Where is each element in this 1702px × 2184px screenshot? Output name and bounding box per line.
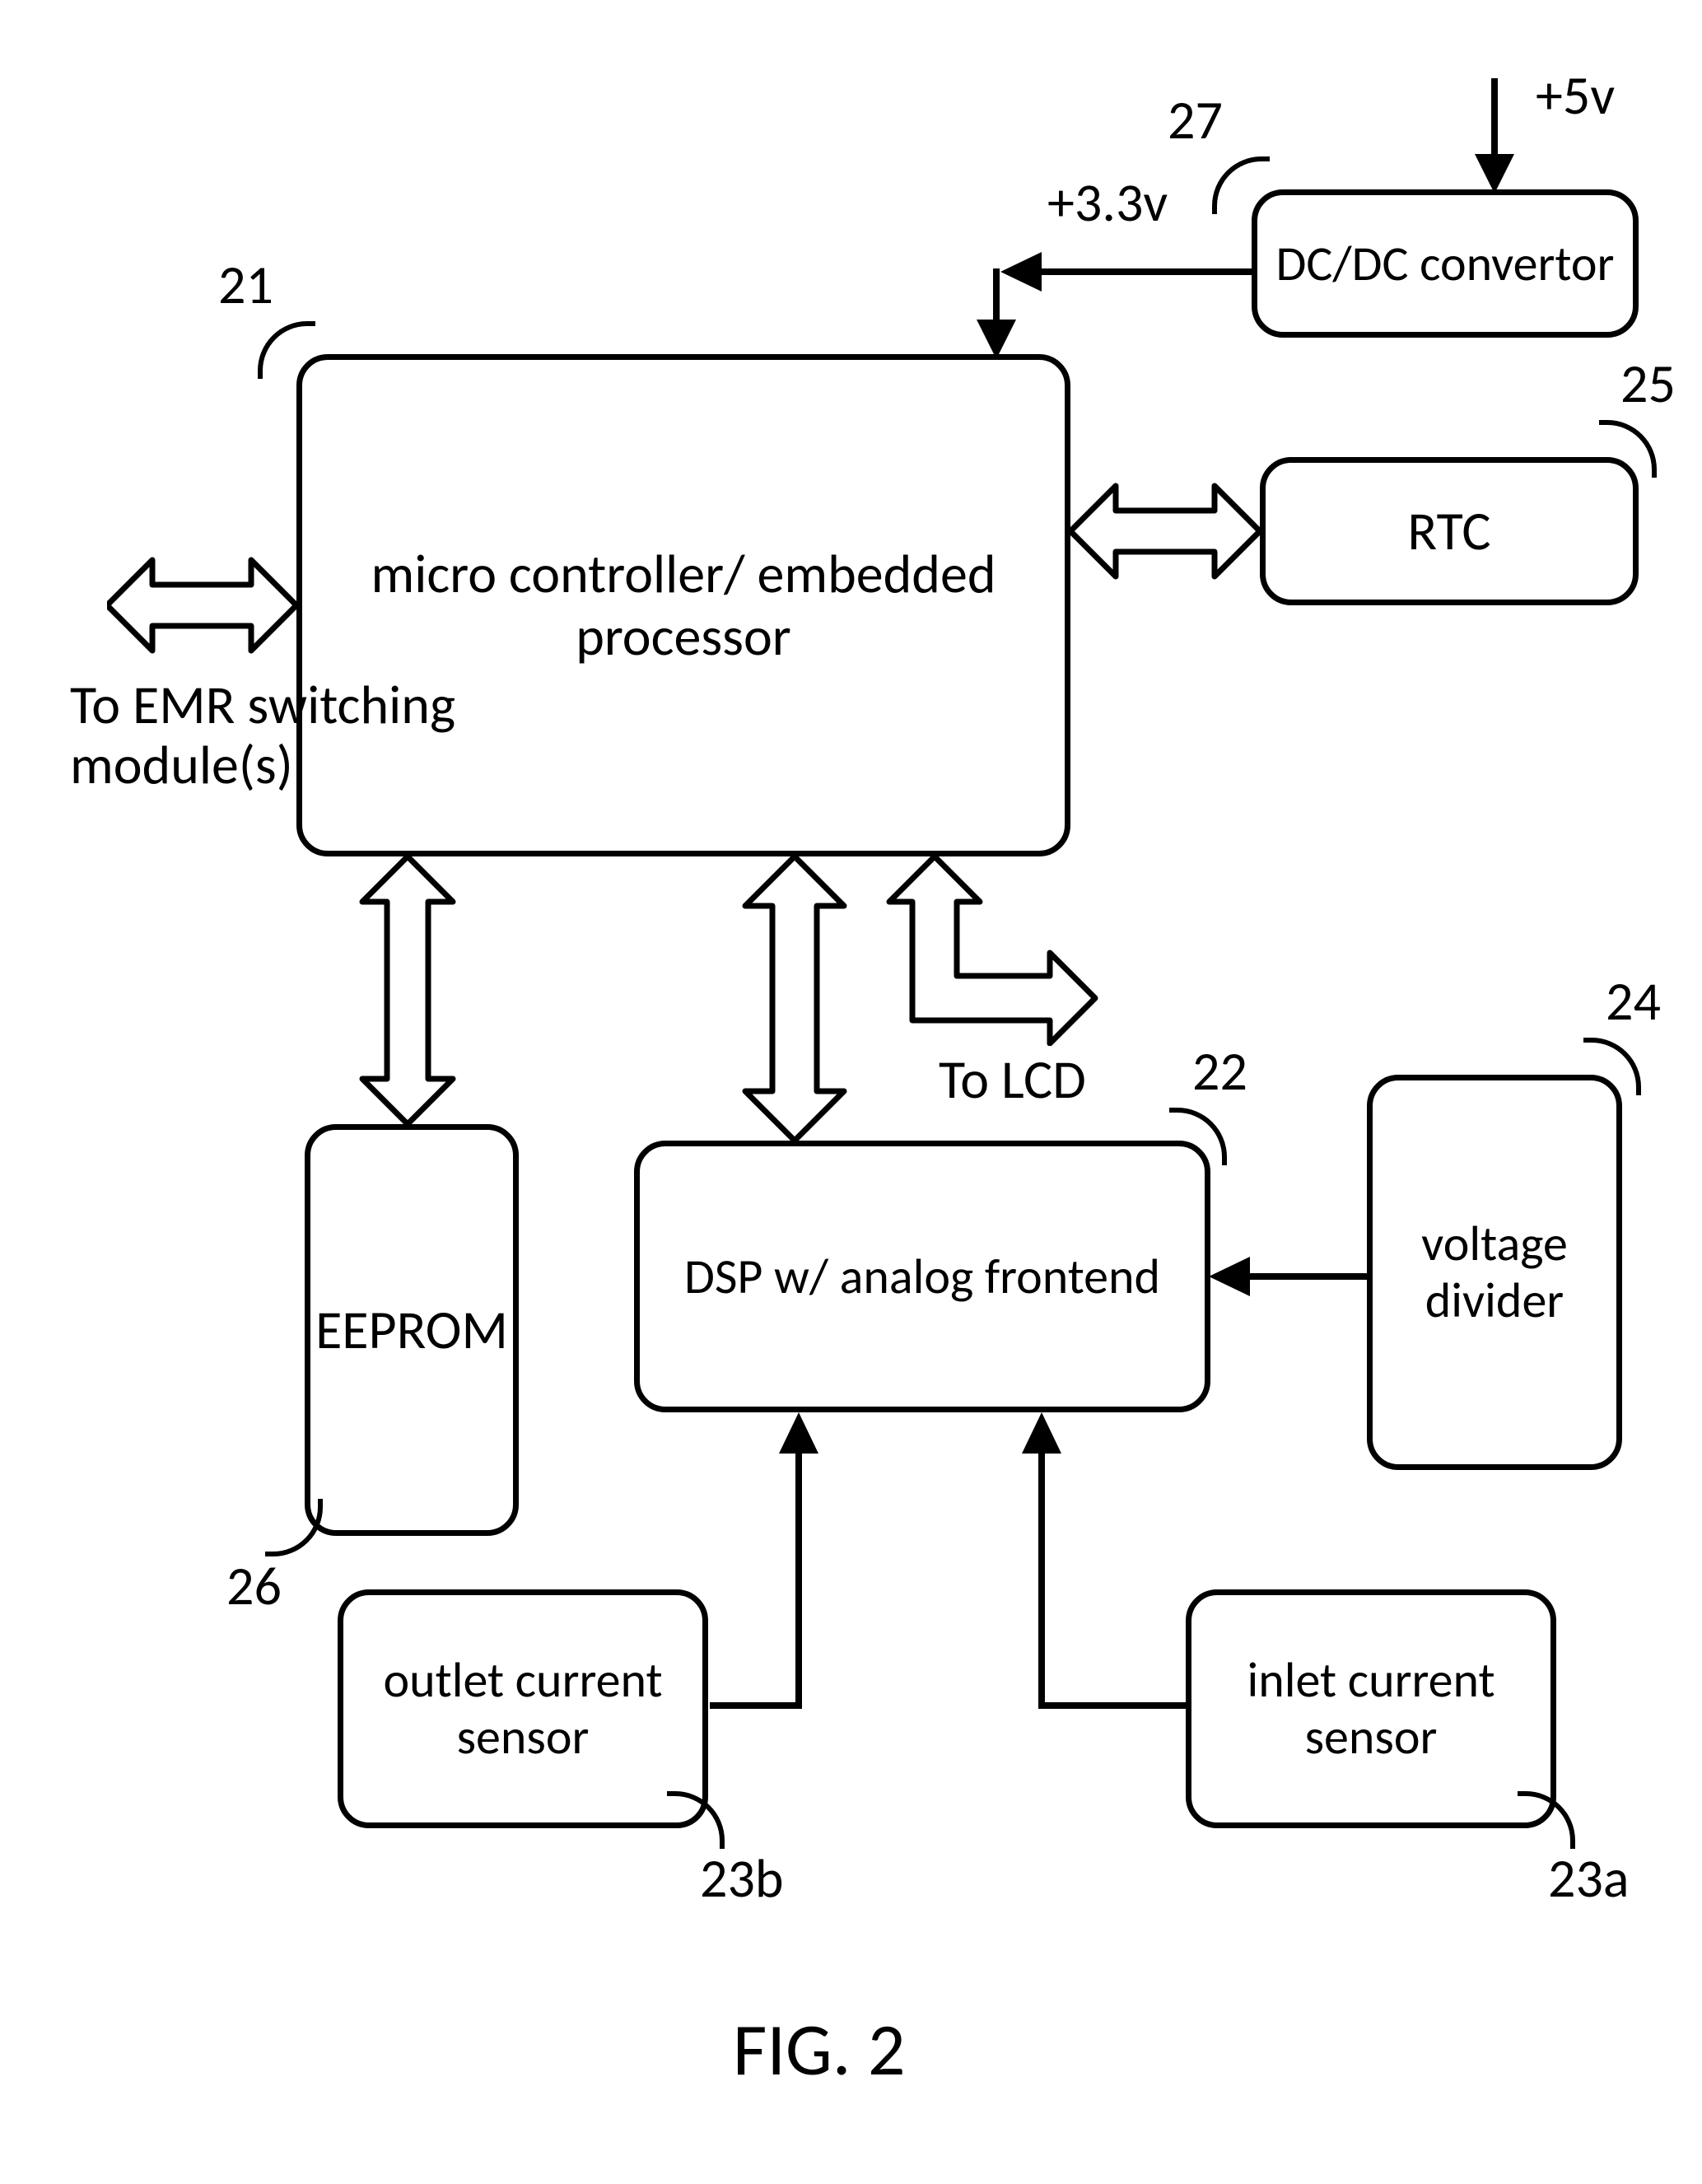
arrow-5v-in (1470, 78, 1519, 194)
arrow-3v3-down (972, 268, 1021, 359)
hook-25 (1599, 420, 1657, 478)
biarrow-mcu-lcd (885, 856, 1099, 1046)
label-3v3: +3.3v (1047, 173, 1168, 233)
arrow-vdiv-dsp (1209, 1252, 1369, 1301)
biarrow-mcu-dsp (737, 856, 852, 1141)
hook-27 (1212, 156, 1270, 214)
biarrow-mcu-emr (107, 552, 296, 659)
hook-23b (667, 1791, 725, 1849)
block-eeprom-text: EEPROM (315, 1299, 508, 1361)
hook-21 (258, 321, 315, 379)
block-outlet-text: outlet current sensor (352, 1652, 694, 1766)
arrow-outlet-dsp (706, 1412, 888, 1709)
label-to-emr: To EMR switching module(s) (70, 675, 455, 795)
label-to-lcd: To LCD (939, 1050, 1086, 1110)
block-dcdc: DC/DC convertor (1252, 189, 1639, 338)
block-inlet: inlet current sensor (1186, 1589, 1556, 1828)
ref-24: 24 (1606, 972, 1661, 1032)
block-inlet-text: inlet current sensor (1200, 1652, 1542, 1766)
hook-22 (1169, 1108, 1227, 1165)
block-dsp-text: DSP w/ analog frontend (684, 1248, 1160, 1305)
diagram-canvas: micro controller/ embedded processor DC/… (0, 0, 1702, 2184)
hook-24 (1583, 1038, 1641, 1095)
label-5v: +5v (1536, 66, 1615, 126)
ref-23b: 23b (700, 1849, 784, 1909)
block-vdiv-text: voltage divider (1381, 1216, 1608, 1329)
figure-label: FIG. 2 (733, 2009, 906, 2091)
hook-26 (265, 1499, 323, 1556)
block-rtc-text: RTC (1407, 500, 1490, 562)
arrow-inlet-dsp (1009, 1412, 1190, 1709)
block-mcu-text: micro controller/ embedded processor (310, 543, 1056, 668)
ref-26: 26 (226, 1556, 282, 1617)
block-vdiv: voltage divider (1367, 1075, 1622, 1470)
ref-21: 21 (218, 255, 273, 315)
block-outlet: outlet current sensor (338, 1589, 708, 1828)
block-rtc: RTC (1260, 457, 1639, 605)
block-dcdc-text: DC/DC convertor (1276, 236, 1615, 292)
biarrow-mcu-rtc (1070, 478, 1260, 585)
arrow-3v3-out (1000, 247, 1256, 296)
block-dsp: DSP w/ analog frontend (634, 1141, 1210, 1412)
ref-25: 25 (1620, 354, 1676, 414)
biarrow-mcu-eeprom (354, 856, 461, 1124)
block-eeprom: EEPROM (305, 1124, 519, 1536)
ref-22: 22 (1192, 1042, 1247, 1102)
hook-23a (1518, 1791, 1575, 1849)
ref-23a: 23a (1548, 1849, 1630, 1909)
ref-27: 27 (1168, 91, 1223, 151)
